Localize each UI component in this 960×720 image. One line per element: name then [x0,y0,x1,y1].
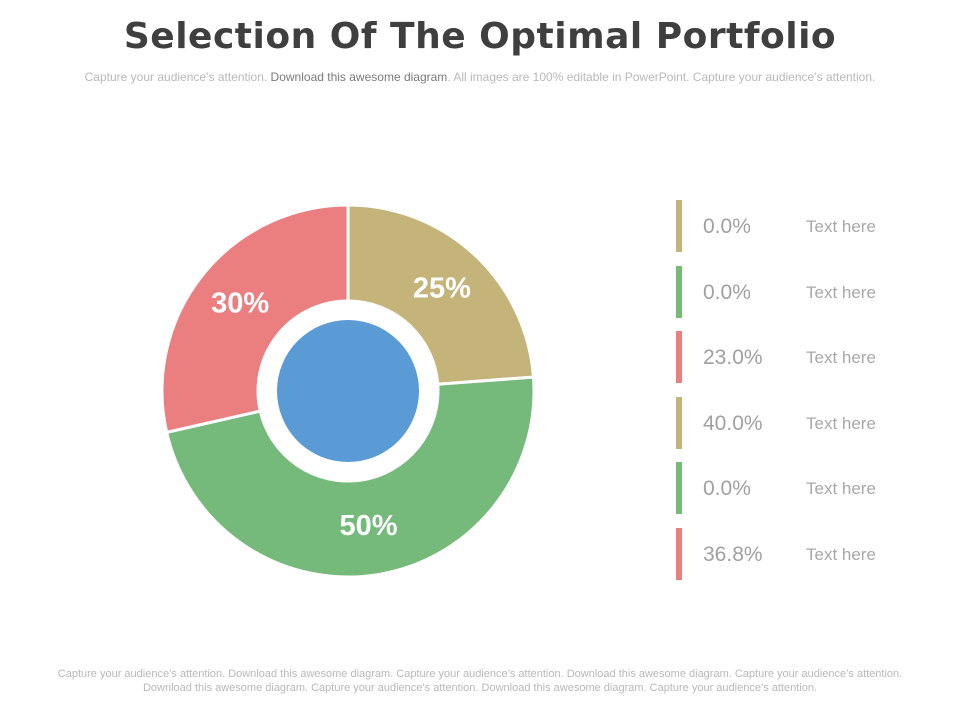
subtitle-part-3: . All images are 100% editable in PowerP… [447,70,876,84]
legend-label-3: Text here [806,348,876,368]
legend-label-4: Text here [806,413,876,433]
labels-layer: 25% 50% 30% [211,272,471,542]
legend: 0.0% Text here 0.0% Text here 23.0% Text… [676,200,936,594]
slice-label-1: 25% [413,272,471,304]
slice-1 [346,203,536,386]
center-disc [277,320,419,462]
inner-white-ring [268,311,428,471]
slice-label-2: 50% [340,510,398,542]
legend-value-1: 0.0% [703,215,751,238]
subtitle-part-1: Capture your audience’s attention. [84,70,271,84]
legend-item-6: 36.8% Text here [676,527,936,580]
footer-line-2: Download this awesome diagram. Capture y… [142,682,818,694]
donut-chart: 25% 50% 30% [160,203,536,579]
slice-3 [160,203,350,435]
legend-label-5: Text here [806,479,876,499]
legend-bar-5 [676,462,682,515]
subtitle: Capture your audience’s attention. Downl… [0,70,960,84]
legend-bar-2 [676,265,682,318]
legend-item-3: 23.0% Text here [676,331,936,384]
legend-item-4: 40.0% Text here [676,396,936,449]
legend-bar-1 [676,200,682,252]
slice-2 [164,375,536,579]
legend-value-2: 0.0% [703,280,751,304]
legend-item-2: 0.0% Text here [676,265,936,318]
subtitle-part-2: Download this awesome diagram [270,70,448,84]
legend-bar-6 [676,527,682,580]
slice-label-3: 30% [211,288,269,320]
legend-bar-4 [676,396,682,449]
page-title: Selection Of The Optimal Portfolio [123,16,837,57]
legend-item-5: 0.0% Text here [676,462,936,515]
legend-label-6: Text here [806,544,876,564]
legend-value-6: 36.8% [703,542,763,566]
footer-line-1: Capture your audience’s attention. Downl… [57,668,903,680]
legend-item-1: 0.0% Text here [676,200,936,252]
legend-value-3: 23.0% [703,346,763,370]
legend-value-5: 0.0% [703,477,751,501]
legend-label-1: Text here [806,217,876,236]
slices-layer [160,203,536,579]
legend-value-4: 40.0% [703,411,763,435]
legend-bar-3 [676,331,682,384]
footer: Capture your audience’s attention. Downl… [0,667,960,695]
legend-label-2: Text here [806,282,876,302]
